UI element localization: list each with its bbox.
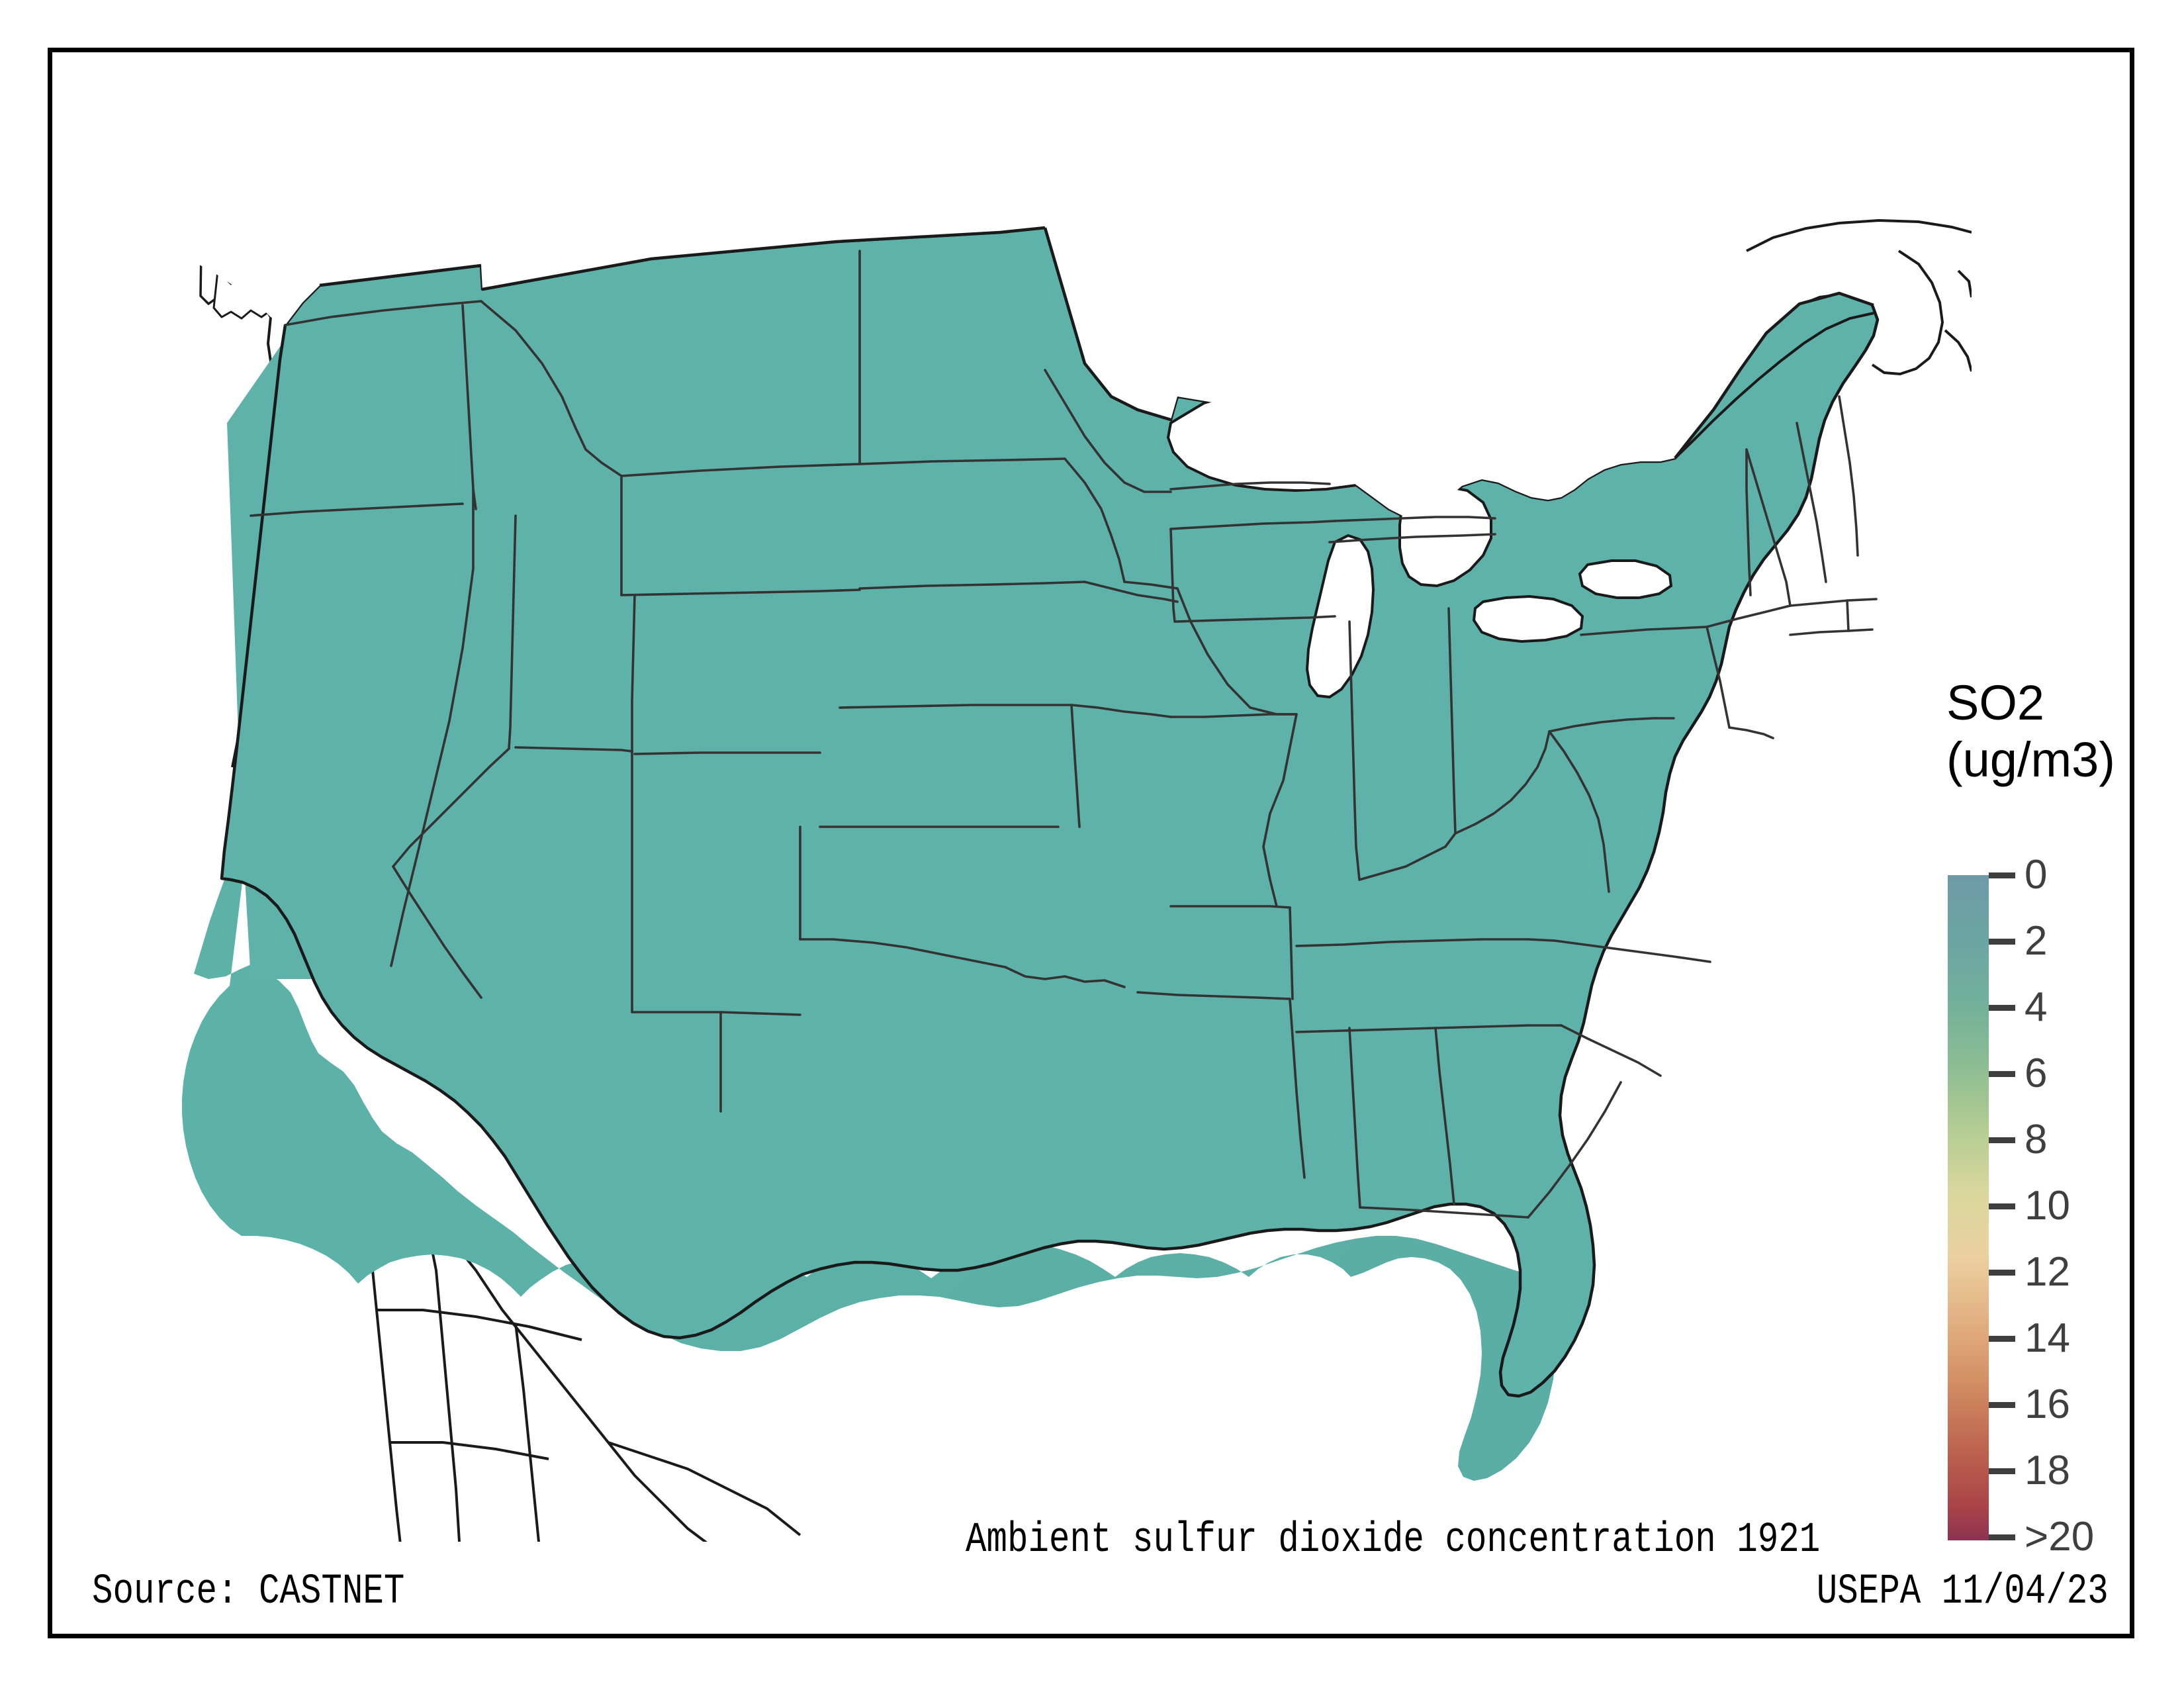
legend-units-label: (ug/m3) bbox=[1946, 732, 2115, 787]
canada-mask bbox=[52, 52, 1972, 516]
colorbar-label-2: 2 bbox=[2025, 918, 2048, 964]
colorbar-label-8: 8 bbox=[2025, 1117, 2048, 1162]
figure-frame: SO2 (ug/m3) 0 2 4 6 8 10 12 14 16 18 bbox=[48, 48, 2134, 1638]
legend-panel: SO2 (ug/m3) 0 2 4 6 8 10 12 14 16 18 bbox=[1892, 675, 2170, 1560]
colorbar-tick-12 bbox=[1989, 1270, 2015, 1276]
colorbar-label-4: 4 bbox=[2025, 984, 2048, 1030]
colorbar-tick-16 bbox=[1989, 1402, 2015, 1408]
colorbar-tick-20 bbox=[1989, 1534, 2015, 1540]
colorbar-tick-0 bbox=[1989, 872, 2015, 878]
agency-stamp: USEPA 11/04/23 bbox=[1817, 1568, 2109, 1616]
colorbar-tick-2 bbox=[1989, 939, 2015, 945]
colorbar-label-16: 16 bbox=[2025, 1382, 2070, 1427]
colorbar-tick-4 bbox=[1989, 1005, 2015, 1011]
colorbar-tick-14 bbox=[1989, 1336, 2015, 1342]
legend-variable-label: SO2 bbox=[1946, 675, 2045, 730]
colorbar-tick-18 bbox=[1989, 1468, 2015, 1474]
colorbar-tick-8 bbox=[1989, 1137, 2015, 1143]
us-choropleth-map bbox=[52, 52, 1972, 1542]
colorbar-tick-6 bbox=[1989, 1071, 2015, 1077]
border-lines bbox=[319, 226, 1874, 459]
colorbar-label-0: 0 bbox=[2025, 852, 2048, 898]
colorbar-tick-10 bbox=[1989, 1203, 2015, 1209]
colorbar-label-12: 12 bbox=[2025, 1249, 2070, 1295]
colorbar-label-10: 10 bbox=[2025, 1183, 2070, 1229]
legend-title: SO2 (ug/m3) bbox=[1946, 675, 2165, 788]
state-boundaries bbox=[250, 250, 1878, 1219]
colorbar bbox=[1948, 875, 1989, 1540]
canada-coastline bbox=[1674, 218, 1972, 459]
source-attribution: Source: CASTNET bbox=[92, 1568, 405, 1616]
figure-title: Ambient sulfur dioxide concentration 192… bbox=[966, 1517, 1821, 1564]
us-map-detail bbox=[52, 52, 1972, 1398]
map-panel bbox=[52, 52, 1972, 1542]
colorbar-label-20: >20 bbox=[2025, 1514, 2095, 1560]
colorbar-label-14: 14 bbox=[2025, 1315, 2070, 1361]
colorbar-label-18: 18 bbox=[2025, 1448, 2070, 1493]
colorbar-label-6: 6 bbox=[2025, 1051, 2048, 1096]
